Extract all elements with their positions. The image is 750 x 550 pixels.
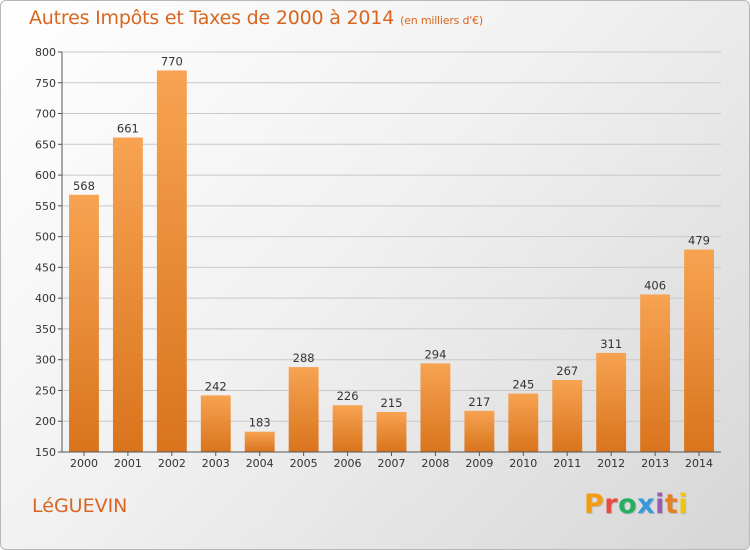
y-tick-label: 200 — [35, 415, 56, 428]
logo-letter: i — [655, 489, 665, 520]
proxiti-logo: Proxiti — [584, 489, 688, 520]
x-tick-label-2006: 2006 — [334, 457, 362, 470]
bars: 568 661 770 242 183 288 226 215 294 217 245 267 311 4… — [69, 54, 714, 453]
chart-title: Autres Impôts et Taxes de 2000 à 2014 (en… — [29, 7, 483, 29]
value-label-2006: 226 — [337, 389, 359, 403]
y-tick-label: 750 — [35, 77, 56, 90]
x-tick-label-2011: 2011 — [553, 457, 581, 470]
value-label-2005: 288 — [293, 351, 315, 365]
x-tick-label-2013: 2013 — [641, 457, 669, 470]
value-label-2004: 183 — [249, 416, 271, 430]
bar-2007 — [376, 412, 407, 452]
bar-2001 — [112, 137, 143, 453]
bar-2004 — [244, 431, 275, 452]
value-label-2010: 245 — [512, 378, 534, 392]
bar-2005 — [288, 367, 319, 452]
value-label-2001: 661 — [117, 122, 139, 136]
bar-2012 — [596, 352, 627, 452]
logo-letter: r — [604, 489, 619, 520]
x-tick-label-2005: 2005 — [290, 457, 318, 470]
logo-letter: o — [618, 489, 638, 520]
value-label-2012: 311 — [600, 337, 622, 351]
bar-2013 — [640, 294, 671, 452]
x-tick-label-2010: 2010 — [509, 457, 537, 470]
x-tick-label-2003: 2003 — [202, 457, 230, 470]
town-name: LéGUEVIN — [32, 495, 128, 517]
logo-letter: i — [678, 489, 689, 520]
x-tick-label-2012: 2012 — [597, 457, 625, 470]
x-tick-label-2002: 2002 — [158, 457, 186, 470]
bar-2010 — [508, 393, 539, 452]
x-tick-label-2004: 2004 — [246, 457, 274, 470]
y-tick-label: 500 — [35, 231, 56, 244]
value-label-2002: 770 — [161, 54, 183, 68]
chart-unit: (en milliers d'€) — [400, 14, 483, 27]
chart-title-text: Autres Impôts et Taxes de 2000 à 2014 — [29, 7, 395, 29]
y-tick-label: 350 — [35, 323, 56, 336]
y-tick-label: 700 — [35, 108, 56, 121]
logo-letter: t — [664, 489, 679, 520]
y-tick-label: 800 — [35, 46, 56, 59]
x-tick-label-2014: 2014 — [685, 457, 713, 470]
value-label-2013: 406 — [644, 278, 666, 292]
y-tick-label: 600 — [35, 169, 56, 182]
bar-2011 — [552, 380, 583, 452]
logo-letter: x — [637, 489, 656, 520]
y-tick-label: 150 — [35, 446, 56, 459]
x-tick-label-2000: 2000 — [70, 457, 98, 470]
x-axis: 2000 2001 2002 2003 2004 2005 2006 2007 2008 2009… — [62, 451, 721, 470]
bar-2009 — [464, 410, 495, 452]
value-label-2011: 267 — [556, 364, 578, 378]
value-label-2009: 217 — [468, 395, 490, 409]
bar-2002 — [156, 70, 187, 452]
x-tick-label-2009: 2009 — [465, 457, 493, 470]
value-label-2000: 568 — [73, 179, 95, 193]
bar-2008 — [420, 363, 451, 452]
bar-2000 — [69, 194, 99, 452]
y-tick-label: 650 — [35, 138, 56, 151]
y-tick-label: 450 — [35, 261, 56, 274]
x-tick-label-2007: 2007 — [378, 457, 406, 470]
bar-2014 — [684, 249, 714, 452]
value-label-2003: 242 — [205, 379, 227, 393]
bar-2003 — [200, 395, 231, 452]
x-tick-label-2008: 2008 — [421, 457, 449, 470]
value-label-2008: 294 — [424, 347, 446, 361]
y-tick-label: 250 — [35, 384, 56, 397]
y-tick-label: 300 — [35, 354, 56, 367]
bar-2006 — [332, 405, 363, 452]
value-label-2014: 479 — [688, 234, 710, 248]
value-label-2007: 215 — [381, 396, 403, 410]
y-tick-label: 400 — [35, 292, 56, 305]
y-tick-label: 550 — [35, 200, 56, 213]
y-axis: 150 200 250 300 350 400 450 500 550 600 650 700 750 8… — [35, 46, 63, 459]
logo-letter: P — [584, 489, 605, 520]
x-tick-label-2001: 2001 — [114, 457, 142, 470]
